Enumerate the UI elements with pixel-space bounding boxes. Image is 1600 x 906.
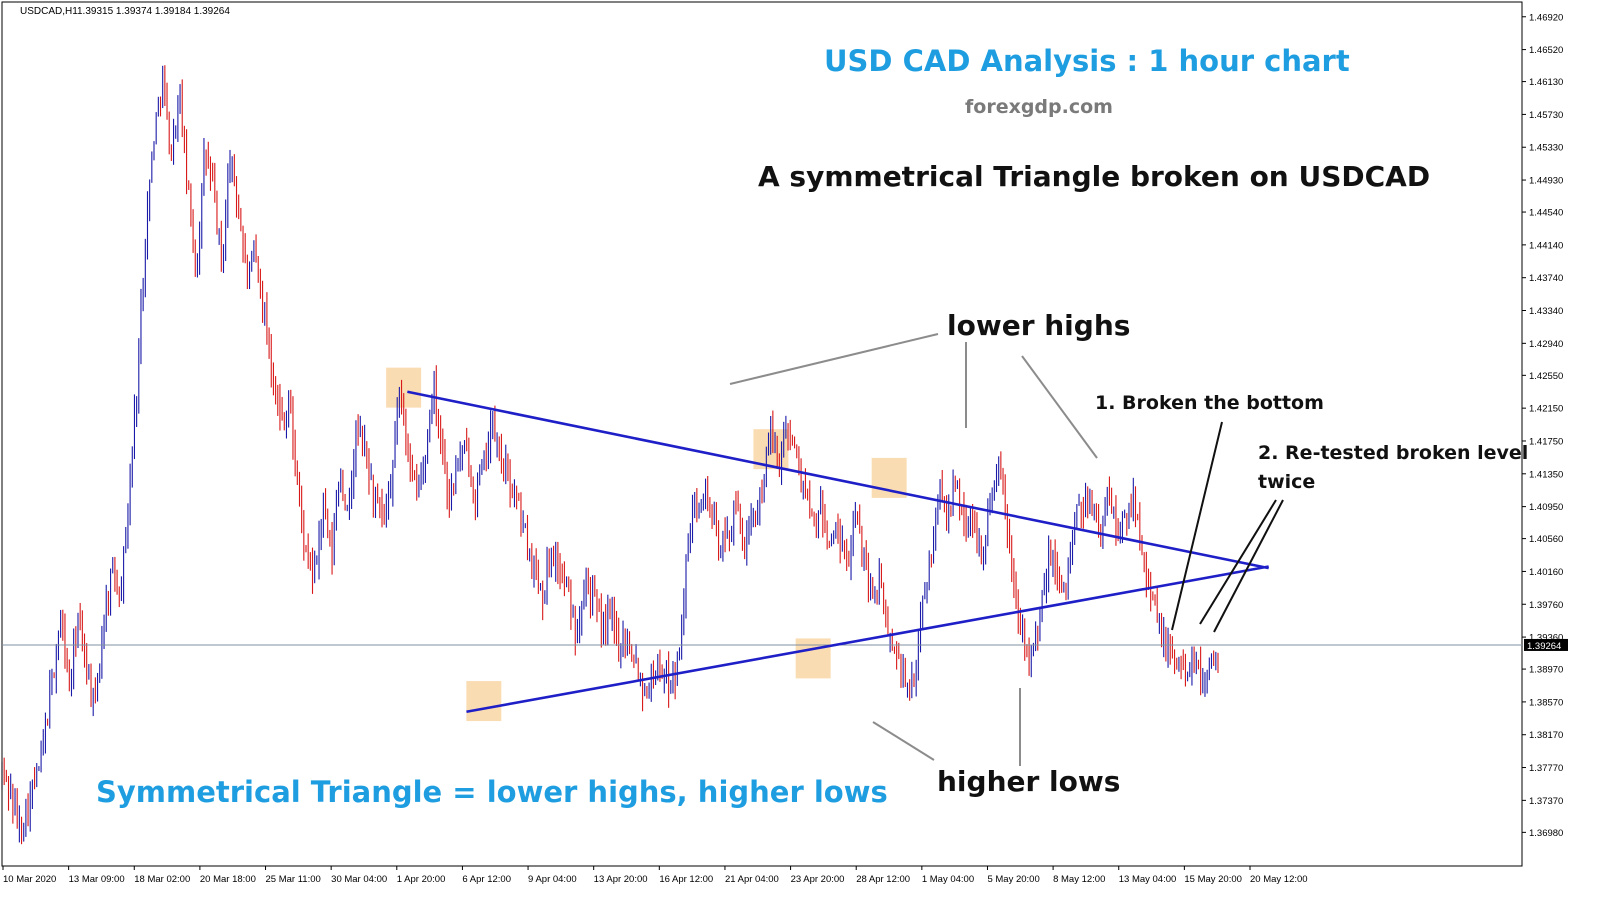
higher-lows-label: higher lows <box>937 765 1121 798</box>
x-tick-label: 21 Apr 04:00 <box>725 874 779 885</box>
x-tick-label: 20 Mar 18:00 <box>200 874 256 885</box>
x-tick-label: 23 Apr 20:00 <box>791 874 845 885</box>
y-tick-label: 1.41750 <box>1529 436 1563 447</box>
x-tick-label: 1 Apr 20:00 <box>397 874 446 885</box>
retested-label-2: twice <box>1258 471 1316 493</box>
x-tick-label: 16 Apr 12:00 <box>659 874 713 885</box>
x-tick-label: 1 May 04:00 <box>922 874 974 885</box>
y-tick-label: 1.40560 <box>1529 534 1563 545</box>
y-tick-label: 1.40950 <box>1529 502 1563 513</box>
y-tick-label: 1.46130 <box>1529 77 1563 88</box>
y-tick-label: 1.37770 <box>1529 763 1563 774</box>
y-tick-label: 1.36980 <box>1529 828 1563 839</box>
x-tick-label: 5 May 20:00 <box>987 874 1039 885</box>
x-tick-label: 10 Mar 2020 <box>3 874 56 885</box>
definition-annotation: Symmetrical Triangle = lower highs, high… <box>96 775 888 809</box>
trendline-lower <box>466 565 1269 714</box>
y-tick-label: 1.45330 <box>1529 143 1563 154</box>
y-tick-label: 1.37370 <box>1529 796 1563 807</box>
chart-title-annotation: USD CAD Analysis : 1 hour chart <box>824 44 1350 78</box>
y-tick-label: 1.38170 <box>1529 730 1563 741</box>
x-tick-label: 13 Apr 20:00 <box>594 874 648 885</box>
candles-layer <box>1 65 1219 845</box>
y-tick-label: 1.42550 <box>1529 371 1563 382</box>
price-axis: 1.46920 1.46520 1.46130 1.45730 1.45330 1.449… <box>1522 12 1568 839</box>
broken-bottom-label: 1. Broken the bottom <box>1095 392 1324 414</box>
x-tick-label: 6 Apr 12:00 <box>462 874 511 885</box>
annotation-leader <box>729 333 939 385</box>
lower-highs-label: lower highs <box>947 309 1131 342</box>
y-tick-label: 1.44540 <box>1529 208 1563 219</box>
y-tick-label: 1.42940 <box>1529 339 1563 350</box>
headline-annotation: A symmetrical Triangle broken on USDCAD <box>758 160 1431 193</box>
swing-box-low-1 <box>466 681 502 722</box>
trendline-upper <box>407 390 1269 570</box>
swing-box-low-2 <box>795 638 831 679</box>
y-tick-label: 1.43740 <box>1529 273 1563 284</box>
y-tick-label: 1.40160 <box>1529 567 1563 578</box>
x-tick-label: 13 May 04:00 <box>1119 874 1177 885</box>
y-tick-label: 1.42150 <box>1529 404 1563 415</box>
x-tick-label: 15 May 20:00 <box>1184 874 1242 885</box>
site-watermark: forexgdp.com <box>965 96 1113 118</box>
retested-label: 2. Re-tested broken level <box>1258 442 1529 464</box>
annotation-pointer <box>1199 499 1277 625</box>
annotation-pointer <box>1213 499 1284 633</box>
y-tick-label: 1.44140 <box>1529 240 1563 251</box>
y-tick-label: 1.46520 <box>1529 45 1563 56</box>
y-tick-label: 1.46920 <box>1529 12 1563 23</box>
annotation-leader <box>872 721 935 761</box>
x-tick-label: 28 Apr 12:00 <box>856 874 910 885</box>
current-price-label: 1.39264 <box>1527 641 1561 652</box>
y-tick-label: 1.43340 <box>1529 306 1563 317</box>
x-tick-label: 20 May 12:00 <box>1250 874 1308 885</box>
y-tick-label: 1.41350 <box>1529 469 1563 480</box>
annotation-pointer <box>1171 421 1223 631</box>
x-tick-label: 30 Mar 04:00 <box>331 874 387 885</box>
chart-ohlc-label: 1.39315 1.39374 1.39184 1.39264 <box>77 6 230 17</box>
x-tick-label: 8 May 12:00 <box>1053 874 1105 885</box>
current-price-tag <box>1524 638 1568 651</box>
x-tick-label: 18 Mar 02:00 <box>134 874 190 885</box>
plot-frame <box>1 1 1523 867</box>
y-tick-label: 1.39360 <box>1529 633 1563 644</box>
x-tick-label: 13 Mar 09:00 <box>69 874 125 885</box>
annotation-leader <box>1021 355 1098 459</box>
y-tick-label: 1.38570 <box>1529 697 1563 708</box>
guides-layer <box>1 1 1523 867</box>
y-tick-label: 1.39760 <box>1529 600 1563 611</box>
x-tick-label: 9 Apr 04:00 <box>528 874 577 885</box>
y-tick-label: 1.38970 <box>1529 665 1563 676</box>
chart-symbol-label: USDCAD,H1 <box>20 6 78 17</box>
y-tick-label: 1.45730 <box>1529 110 1563 121</box>
time-axis: 10 Mar 2020 13 Mar 09:00 18 Mar 02:00 20 Ma… <box>2 866 1308 885</box>
y-tick-label: 1.44930 <box>1529 176 1563 187</box>
x-tick-label: 25 Mar 11:00 <box>266 874 321 885</box>
